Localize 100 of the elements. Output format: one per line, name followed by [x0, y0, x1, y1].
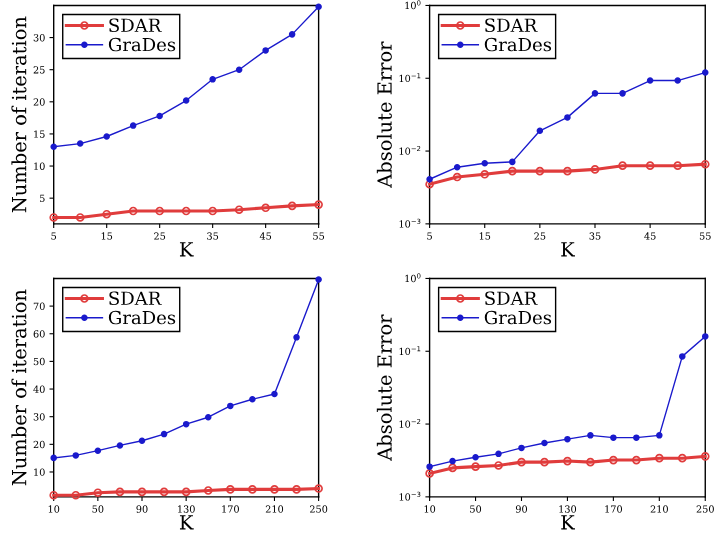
- point: [509, 158, 516, 166]
- point: [656, 432, 663, 439]
- point: [138, 437, 146, 445]
- point: [518, 444, 525, 452]
- point: [701, 69, 709, 76]
- point: [679, 353, 686, 360]
- legend-label: GraDes: [108, 37, 176, 52]
- point: [159, 487, 169, 497]
- point: [262, 47, 269, 54]
- point: [288, 31, 296, 38]
- point: [645, 161, 655, 170]
- point: [619, 90, 626, 97]
- point: [452, 172, 462, 182]
- point: [235, 66, 243, 73]
- point: [540, 457, 549, 467]
- point: [71, 490, 81, 500]
- point: [315, 3, 322, 11]
- point: [116, 442, 124, 449]
- x-axis-title: K: [179, 515, 194, 530]
- point: [535, 166, 545, 176]
- point: [563, 456, 572, 466]
- point: [481, 159, 488, 167]
- point: [50, 143, 57, 151]
- point: [536, 127, 544, 135]
- point: [270, 485, 279, 494]
- legend-label: GraDes: [484, 37, 552, 52]
- point: [75, 213, 85, 222]
- point: [94, 447, 102, 454]
- point: [495, 450, 502, 458]
- point: [129, 122, 137, 129]
- point: [204, 413, 212, 421]
- point: [227, 402, 234, 410]
- point: [541, 439, 548, 447]
- y-axis-title: Absolute Error: [376, 314, 392, 461]
- point: [203, 486, 213, 495]
- point: [182, 97, 190, 104]
- point: [674, 77, 681, 84]
- point: [181, 487, 191, 497]
- point: [226, 485, 235, 494]
- point: [182, 420, 190, 428]
- x-axis-title: K: [561, 242, 575, 257]
- point: [564, 435, 571, 443]
- line-series: [425, 159, 710, 189]
- point: [160, 430, 168, 438]
- point: [50, 454, 57, 462]
- point: [590, 165, 600, 174]
- point: [248, 485, 257, 494]
- legend-label: GraDes: [108, 310, 176, 325]
- point: [315, 276, 322, 283]
- point: [591, 90, 599, 97]
- point: [480, 169, 490, 179]
- legend-label: SDAR: [485, 18, 538, 33]
- point: [156, 112, 163, 120]
- point: [72, 452, 80, 459]
- point: [586, 457, 595, 467]
- legend-label: SDAR: [109, 18, 162, 33]
- x-axis-title: K: [179, 242, 194, 257]
- point: [128, 206, 138, 216]
- point: [700, 452, 710, 461]
- y-axis-title: Number of iteration: [11, 16, 27, 213]
- point: [448, 463, 457, 473]
- point: [646, 77, 654, 84]
- point: [261, 203, 270, 213]
- point: [249, 396, 256, 403]
- point: [115, 487, 125, 497]
- point: [471, 462, 480, 471]
- point: [494, 461, 503, 470]
- point: [632, 455, 641, 465]
- point: [610, 434, 617, 441]
- point: [472, 453, 479, 461]
- point: [49, 213, 59, 222]
- point: [93, 488, 103, 498]
- point: [103, 133, 110, 140]
- point: [271, 390, 278, 398]
- point: [449, 457, 456, 465]
- point: [76, 140, 84, 147]
- point: [677, 453, 687, 463]
- point: [155, 206, 164, 216]
- point: [563, 166, 572, 176]
- point: [587, 432, 594, 439]
- point: [618, 161, 627, 170]
- point: [425, 469, 434, 478]
- point: [507, 166, 517, 176]
- point: [314, 484, 323, 493]
- point: [609, 455, 618, 465]
- line-series: [425, 452, 710, 478]
- point: [137, 487, 147, 497]
- point: [287, 201, 297, 211]
- point: [633, 434, 640, 441]
- x-axis-title: K: [561, 515, 575, 530]
- legend-label: GraDes: [484, 310, 552, 325]
- point: [314, 200, 323, 209]
- point: [673, 161, 683, 170]
- y-axis-title: Absolute Error: [376, 41, 392, 188]
- point: [293, 334, 300, 341]
- point: [426, 175, 433, 183]
- point: [701, 333, 709, 340]
- point: [209, 76, 216, 83]
- point: [453, 163, 461, 171]
- point: [181, 206, 191, 216]
